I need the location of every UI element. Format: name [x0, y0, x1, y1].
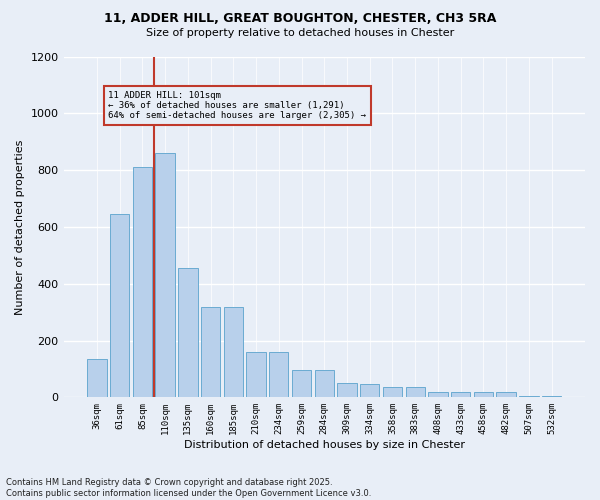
X-axis label: Distribution of detached houses by size in Chester: Distribution of detached houses by size …	[184, 440, 465, 450]
Bar	[314, 370, 334, 398]
Bar	[451, 392, 470, 398]
Bar	[201, 307, 220, 398]
Bar	[519, 396, 539, 398]
Bar	[406, 388, 425, 398]
Text: 11, ADDER HILL, GREAT BOUGHTON, CHESTER, CH3 5RA: 11, ADDER HILL, GREAT BOUGHTON, CHESTER,…	[104, 12, 496, 26]
Bar	[155, 153, 175, 398]
Bar	[269, 352, 289, 398]
Bar	[247, 352, 266, 398]
Text: 11 ADDER HILL: 101sqm
← 36% of detached houses are smaller (1,291)
64% of semi-d: 11 ADDER HILL: 101sqm ← 36% of detached …	[108, 90, 366, 120]
Bar	[110, 214, 130, 398]
Bar	[542, 396, 561, 398]
Bar	[337, 383, 356, 398]
Bar	[360, 384, 379, 398]
Bar	[474, 392, 493, 398]
Y-axis label: Number of detached properties: Number of detached properties	[15, 139, 25, 314]
Bar	[383, 388, 402, 398]
Bar	[496, 392, 516, 398]
Text: Size of property relative to detached houses in Chester: Size of property relative to detached ho…	[146, 28, 454, 38]
Bar	[133, 168, 152, 398]
Bar	[178, 268, 197, 398]
Bar	[292, 370, 311, 398]
Bar	[87, 359, 107, 398]
Text: Contains HM Land Registry data © Crown copyright and database right 2025.
Contai: Contains HM Land Registry data © Crown c…	[6, 478, 371, 498]
Bar	[224, 307, 243, 398]
Bar	[428, 392, 448, 398]
